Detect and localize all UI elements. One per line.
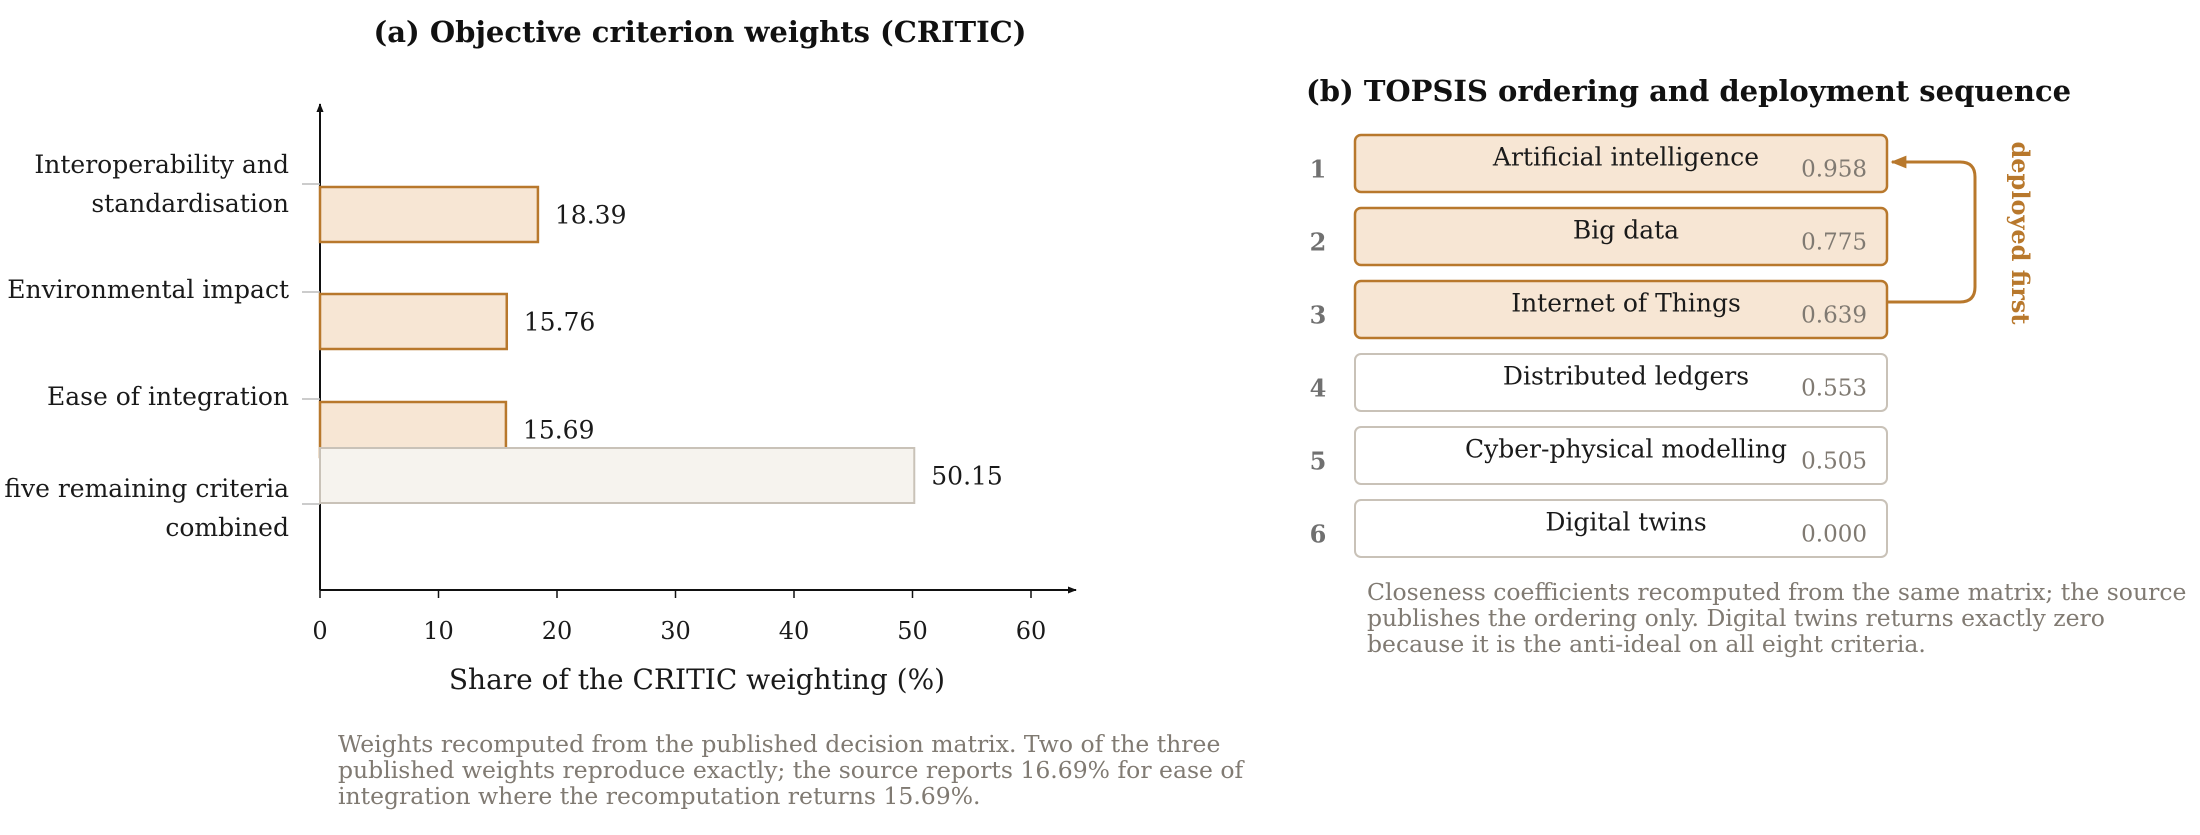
rank-number: 6 — [1310, 520, 1327, 549]
closeness-score: 0.958 — [1801, 157, 1867, 183]
category-label: Environmental impact — [7, 275, 289, 304]
panel-b-title: (b) TOPSIS ordering and deployment seque… — [1306, 74, 2071, 108]
x-tick-label: 50 — [897, 617, 928, 645]
ranking-list: 1 Artificial intelligence 0.958 2 Big data 0.… — [1310, 133, 1889, 558]
x-axis-title: Share of the CRITIC weighting (%) — [449, 663, 945, 696]
note-line: because it is the anti-ideal on all eigh… — [1367, 630, 1926, 658]
technology-box — [1353, 206, 1889, 267]
ranking-item: 3 Internet of Things 0.639 — [1310, 279, 1889, 340]
category-label: Interoperability and — [34, 150, 289, 179]
technology-box — [1354, 426, 1888, 485]
bars: 18.39 15.76 15.69 50.15 — [318, 185, 1003, 504]
ranking-item: 2 Big data 0.775 — [1310, 206, 1889, 267]
closeness-score: 0.505 — [1801, 449, 1867, 475]
x-tick-label: 20 — [542, 617, 573, 645]
technology-name: Digital twins — [1545, 508, 1706, 537]
bar-value-label: 50.15 — [931, 462, 1003, 491]
bar-value-label: 15.76 — [524, 308, 596, 337]
technology-box — [1353, 279, 1889, 340]
note-line: Closeness coefficients recomputed from t… — [1367, 578, 2187, 606]
category-label: five remaining criteria — [4, 474, 289, 503]
technology-name: Big data — [1573, 216, 1679, 245]
technology-box — [1353, 133, 1889, 194]
x-tick-label: 0 — [312, 617, 327, 645]
note-line: Weights recomputed from the published de… — [338, 730, 1221, 758]
bar-value-label: 15.69 — [523, 416, 595, 445]
note-line: publishes the ordering only. Digital twi… — [1367, 604, 2105, 632]
ranking-item: 6 Digital twins 0.000 — [1310, 499, 1888, 558]
x-tick-label: 60 — [1016, 617, 1047, 645]
note-line: published weights reproduce exactly; the… — [338, 756, 1244, 784]
panel-a: (a) Objective criterion weights (CRITIC)… — [4, 15, 1077, 696]
rank-number: 2 — [1310, 228, 1327, 257]
technology-name: Internet of Things — [1511, 289, 1741, 318]
technology-name: Artificial intelligence — [1492, 143, 1759, 172]
closeness-score: 0.553 — [1801, 376, 1867, 402]
rank-number: 5 — [1310, 447, 1327, 476]
bar — [318, 292, 509, 351]
technology-box — [1354, 353, 1888, 412]
ranking-item: 4 Distributed ledgers 0.553 — [1310, 353, 1888, 412]
closeness-score: 0.775 — [1801, 230, 1867, 256]
category-label: Ease of integration — [47, 382, 289, 411]
category-label: combined — [165, 513, 289, 542]
deployed-first-bracket — [1888, 155, 1977, 304]
note-line: integration where the recomputation retu… — [338, 782, 981, 810]
bar — [319, 447, 916, 504]
x-tick-label: 40 — [779, 617, 810, 645]
technology-name: Cyber-physical modelling — [1465, 435, 1787, 464]
rank-number: 3 — [1310, 301, 1327, 330]
panel-a-note: Weights recomputed from the published de… — [338, 731, 1243, 809]
ranking-item: 1 Artificial intelligence 0.958 — [1310, 133, 1889, 194]
closeness-score: 0.000 — [1801, 522, 1867, 548]
x-tick-label: 10 — [423, 617, 454, 645]
ranking-item: 5 Cyber-physical modelling 0.505 — [1310, 426, 1888, 485]
technology-box — [1354, 499, 1888, 558]
panel-b-note: Closeness coefficients recomputed from t… — [1367, 579, 2186, 657]
x-ticks: 0 10 20 30 40 50 60 — [312, 590, 1046, 645]
panel-a-title: (a) Objective criterion weights (CRITIC) — [374, 15, 1027, 49]
x-tick-label: 30 — [660, 617, 691, 645]
panel-b: (b) TOPSIS ordering and deployment seque… — [1306, 74, 2071, 558]
category-label: standardisation — [91, 189, 289, 218]
rank-number: 1 — [1310, 155, 1327, 184]
category-ticks: Interoperability and standardisation Envir… — [4, 150, 320, 542]
bar — [318, 185, 540, 244]
technology-name: Distributed ledgers — [1503, 362, 1749, 391]
closeness-score: 0.639 — [1801, 303, 1867, 329]
deployed-first-label: deployed first — [2006, 142, 2035, 325]
bar-value-label: 18.39 — [555, 201, 627, 230]
rank-number: 4 — [1310, 374, 1327, 403]
